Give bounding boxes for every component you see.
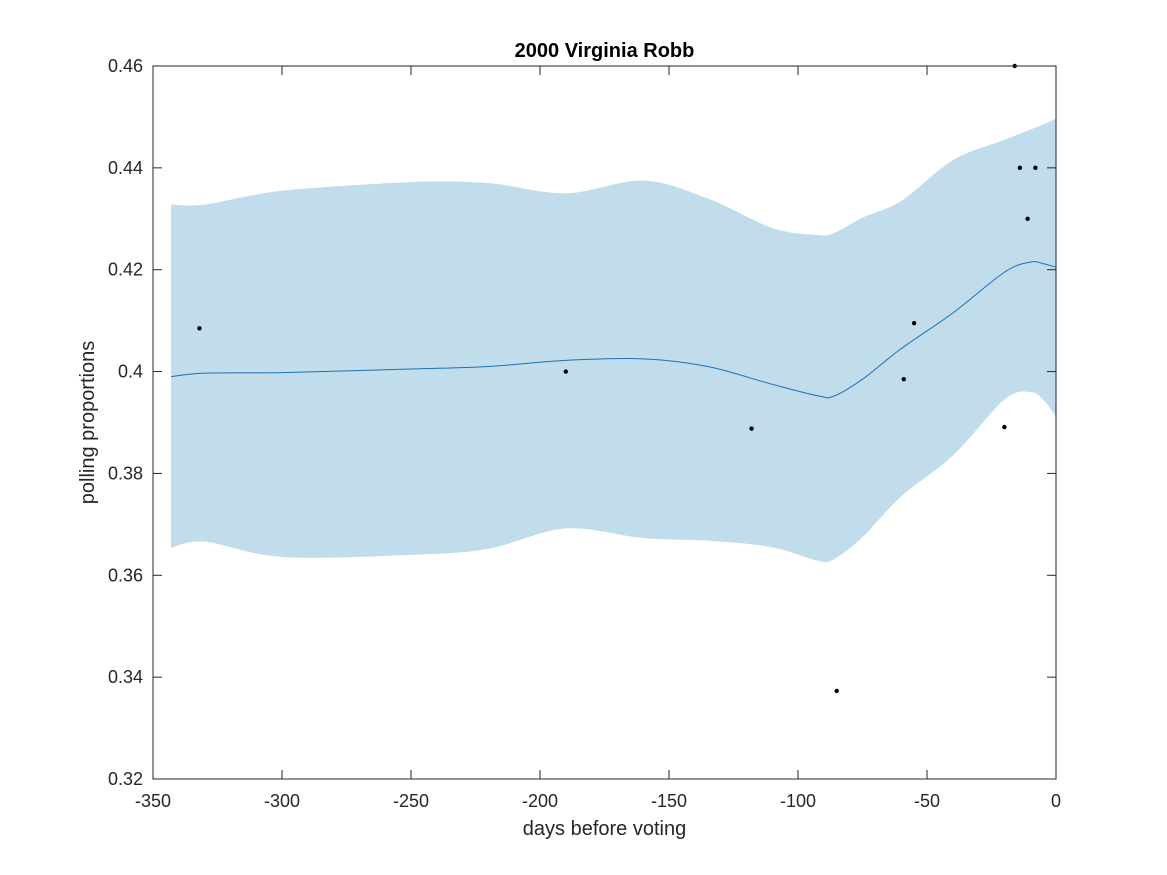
x-tick-label: -200 — [522, 791, 558, 811]
trend-line-layer — [171, 261, 1057, 399]
chart-title: 2000 Virginia Robb — [515, 40, 695, 62]
x-tick-label: -300 — [264, 791, 300, 811]
y-tick-label: 0.44 — [108, 158, 143, 178]
confidence-band — [171, 118, 1056, 563]
ticks-layer: -350 -300 -250 -200 -150 -100 -50 0 0.32 0.34 0.36… — [108, 56, 1061, 811]
x-tick-label: -100 — [780, 791, 816, 811]
x-axis-label: days before voting — [523, 818, 686, 840]
poll-point — [834, 688, 839, 694]
y-axis-label: polling proportions — [77, 341, 99, 504]
y-tick-label: 0.42 — [108, 260, 143, 280]
x-tick-label: -250 — [393, 791, 429, 811]
poll-point — [749, 426, 754, 431]
y-tick-label: 0.4 — [118, 362, 143, 382]
poll-point — [1033, 165, 1038, 171]
poll-point — [563, 369, 568, 374]
poll-point — [1025, 216, 1030, 221]
poll-point — [901, 377, 906, 382]
poll-point — [1002, 424, 1007, 430]
trend-line — [171, 261, 1057, 399]
poll-point — [197, 326, 202, 331]
poll-point — [911, 320, 917, 326]
y-tick-label: 0.38 — [108, 463, 143, 483]
x-tick-label: -150 — [651, 791, 687, 811]
x-tick-label: -50 — [914, 791, 940, 811]
y-tick-label: 0.36 — [108, 565, 143, 585]
y-tick-label: 0.46 — [108, 56, 143, 76]
y-tick-label: 0.34 — [108, 667, 143, 687]
x-tick-label: 0 — [1051, 791, 1061, 811]
poll-point — [1017, 165, 1023, 171]
plot-area-border — [152, 65, 1057, 780]
confidence-band-layer — [171, 118, 1056, 563]
y-tick-label: 0.32 — [108, 769, 143, 789]
x-tick-label: -350 — [135, 791, 171, 811]
